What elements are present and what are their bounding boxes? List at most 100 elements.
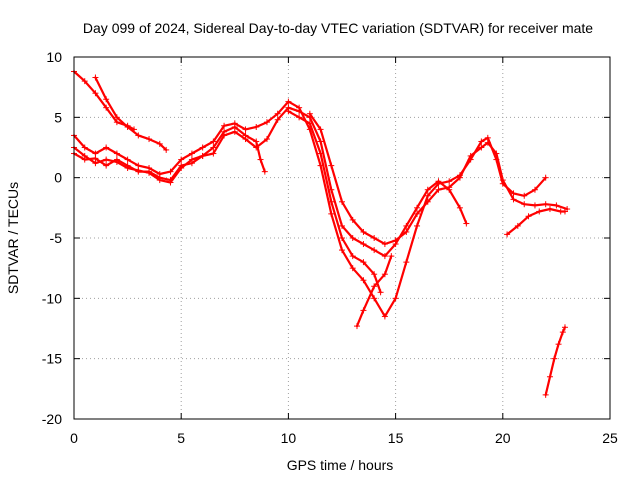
data-point <box>546 206 553 213</box>
data-point <box>388 253 395 260</box>
data-point <box>531 186 538 193</box>
data-point <box>274 110 281 117</box>
data-point <box>531 202 538 209</box>
data-point <box>463 220 470 227</box>
data-point <box>285 108 292 115</box>
data-point <box>360 259 367 266</box>
data-point <box>328 198 335 205</box>
data-point <box>561 208 568 215</box>
data-point <box>188 150 195 157</box>
data-point <box>221 132 228 139</box>
data-point <box>424 198 431 205</box>
data-point <box>435 178 442 185</box>
data-point <box>124 162 131 169</box>
data-point <box>499 177 506 184</box>
y-tick-label: -15 <box>42 351 62 367</box>
data-point <box>424 192 431 199</box>
data-point <box>381 253 388 260</box>
data-point <box>81 78 88 85</box>
data-point <box>360 241 367 248</box>
series-line <box>94 76 168 151</box>
series-line <box>72 125 266 184</box>
data-point <box>242 126 249 133</box>
data-point <box>510 196 517 203</box>
data-point <box>135 132 142 139</box>
data-point <box>555 341 562 348</box>
series-line <box>544 326 567 396</box>
data-point <box>317 150 324 157</box>
data-point <box>103 104 110 111</box>
data-point <box>403 222 410 229</box>
data-point <box>514 222 521 229</box>
data-point <box>377 289 384 296</box>
data-point <box>403 228 410 235</box>
series-line <box>506 207 567 236</box>
series-10 <box>542 324 568 398</box>
data-point <box>542 201 549 208</box>
data-point <box>371 271 378 278</box>
data-point <box>521 192 528 199</box>
x-tick-label: 20 <box>495 430 511 446</box>
data-point <box>253 123 260 130</box>
data-point <box>371 295 378 302</box>
data-point <box>263 136 270 143</box>
data-point <box>456 174 463 181</box>
series-5 <box>71 104 470 260</box>
y-tick-label: -5 <box>50 230 63 246</box>
y-axis-label: SDTVAR / TECUs <box>5 182 21 294</box>
series-line <box>287 110 382 294</box>
data-point <box>113 114 120 121</box>
data-point <box>414 222 421 229</box>
data-point <box>221 122 228 129</box>
data-point <box>199 144 206 151</box>
data-point <box>113 156 120 163</box>
data-point <box>146 168 153 175</box>
data-point <box>360 277 367 284</box>
data-point <box>92 74 99 81</box>
data-point <box>414 204 421 211</box>
data-point <box>371 283 378 290</box>
data-point <box>510 190 517 197</box>
data-point <box>381 313 388 320</box>
data-point <box>274 116 281 123</box>
data-point <box>103 156 110 163</box>
data-point <box>231 128 238 135</box>
data-point <box>435 186 442 193</box>
series-7 <box>306 110 571 248</box>
data-point <box>542 391 549 398</box>
x-tick-label: 25 <box>602 430 618 446</box>
data-point <box>317 138 324 145</box>
y-tick-label: 0 <box>54 170 62 186</box>
series-6 <box>285 108 384 296</box>
data-point <box>103 162 110 169</box>
data-point <box>546 373 553 380</box>
data-point <box>167 168 174 175</box>
data-point <box>542 174 549 181</box>
data-point <box>360 307 367 314</box>
data-point <box>210 150 217 157</box>
data-point <box>371 247 378 254</box>
data-point <box>339 222 345 229</box>
data-point <box>242 136 249 143</box>
data-point <box>210 138 217 145</box>
data-point <box>446 184 453 191</box>
data-point <box>167 177 174 184</box>
data-point <box>456 204 463 211</box>
data-point <box>263 119 270 126</box>
data-point <box>561 324 568 331</box>
data-point <box>553 202 560 209</box>
data-point <box>381 271 388 278</box>
y-tick-label: -20 <box>42 411 62 427</box>
data-point <box>113 150 120 157</box>
x-tick-label: 10 <box>281 430 297 446</box>
data-point <box>349 216 356 223</box>
data-point <box>231 120 238 127</box>
data-point <box>478 138 485 145</box>
data-point <box>339 198 345 205</box>
data-point <box>296 108 303 115</box>
data-point <box>163 146 170 153</box>
data-point <box>339 235 345 241</box>
data-point <box>349 235 356 241</box>
data-point <box>354 323 361 330</box>
